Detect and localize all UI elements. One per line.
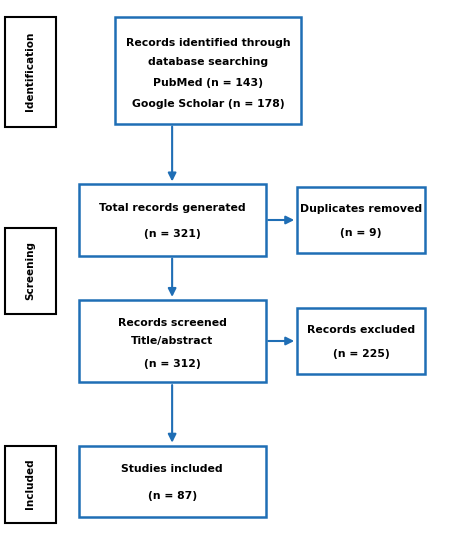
FancyBboxPatch shape — [297, 308, 425, 374]
Text: Total records generated: Total records generated — [99, 203, 245, 213]
Text: database searching: database searching — [148, 57, 268, 67]
FancyBboxPatch shape — [4, 228, 56, 314]
Text: Included: Included — [25, 459, 36, 509]
Text: Records identified through: Records identified through — [126, 39, 290, 48]
Text: Identification: Identification — [25, 32, 36, 111]
Text: Title/abstract: Title/abstract — [131, 336, 213, 346]
Text: (n = 312): (n = 312) — [144, 359, 201, 369]
Text: Google Scholar (n = 178): Google Scholar (n = 178) — [132, 100, 284, 109]
FancyBboxPatch shape — [115, 16, 302, 124]
Text: (n = 321): (n = 321) — [144, 229, 201, 239]
FancyBboxPatch shape — [79, 184, 266, 256]
Text: (n = 87): (n = 87) — [148, 491, 197, 501]
Text: Records excluded: Records excluded — [307, 325, 415, 335]
Text: PubMed (n = 143): PubMed (n = 143) — [153, 78, 263, 88]
Text: (n = 9): (n = 9) — [340, 228, 382, 238]
FancyBboxPatch shape — [4, 446, 56, 522]
Text: (n = 225): (n = 225) — [333, 349, 390, 359]
Text: Records screened: Records screened — [118, 318, 226, 328]
Text: Screening: Screening — [25, 241, 36, 300]
Text: Duplicates removed: Duplicates removed — [300, 204, 422, 214]
Text: Studies included: Studies included — [122, 464, 223, 474]
FancyBboxPatch shape — [297, 187, 425, 253]
FancyBboxPatch shape — [79, 300, 266, 382]
FancyBboxPatch shape — [4, 16, 56, 126]
FancyBboxPatch shape — [79, 446, 266, 517]
